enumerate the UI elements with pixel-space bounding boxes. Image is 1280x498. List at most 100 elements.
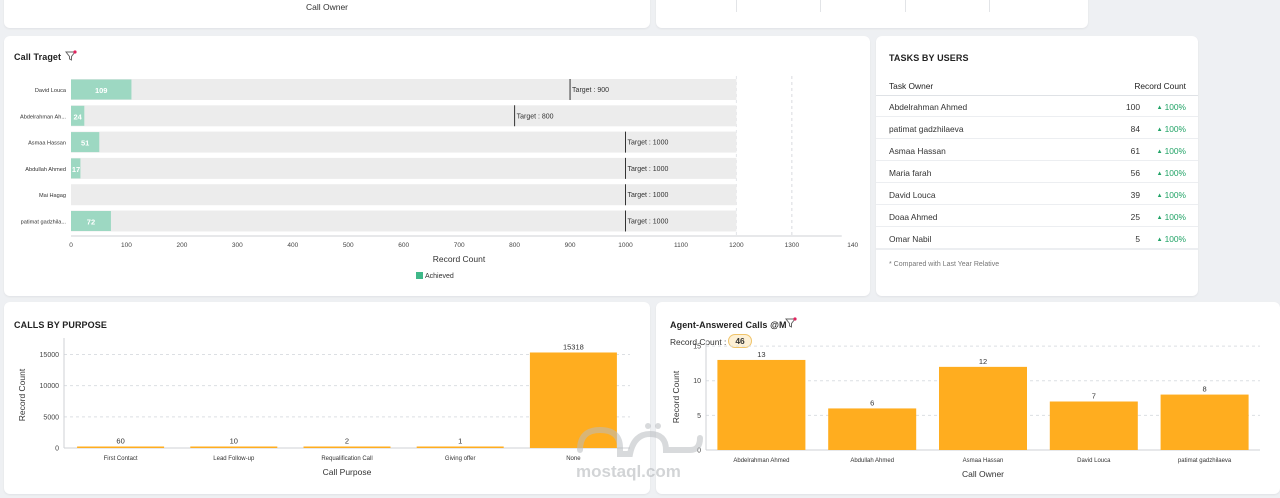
agent-answered-card: Agent-Answered Calls @M Record Count : 4… xyxy=(656,302,1280,494)
trend-up-icon: ▲ xyxy=(1156,171,1163,177)
row-percent-value: 100% xyxy=(1164,102,1186,112)
table-row[interactable]: Abdelrahman Ahmed 100 ▲ 100% xyxy=(876,95,1198,117)
bar-value-label: 17 xyxy=(72,165,80,174)
bar xyxy=(303,446,391,448)
row-count: 39 xyxy=(1130,190,1140,200)
bar-value-label: 60 xyxy=(116,437,124,446)
x-tick-label: 200 xyxy=(176,242,187,249)
x-tick-label: 100 xyxy=(121,242,132,249)
row-count: 5 xyxy=(1135,234,1140,244)
bar xyxy=(828,408,917,450)
row-count: 84 xyxy=(1130,124,1140,134)
target-label: Target : 800 xyxy=(517,113,554,120)
col-record-count[interactable]: Record Count xyxy=(1134,81,1186,91)
row-percent: ▲ 100% xyxy=(1157,102,1186,112)
row-count: 25 xyxy=(1130,212,1140,222)
y-tick-label: 0 xyxy=(55,446,59,453)
category-label: Lead Follow-up xyxy=(213,456,255,462)
tasks-by-users-card: TASKS BY USERS Task Owner Record Count A… xyxy=(876,36,1198,296)
bar-track xyxy=(71,184,737,206)
bar-value-label: 51 xyxy=(81,139,89,148)
category-label: First Contact xyxy=(104,456,138,462)
bar xyxy=(190,446,278,448)
row-owner: Omar Nabil xyxy=(889,234,932,244)
bar-value-label: 6 xyxy=(870,398,874,407)
table-row[interactable]: Omar Nabil 5 ▲ 100% xyxy=(876,227,1198,249)
category-label: patimat gadzhilaeva xyxy=(1178,458,1232,464)
col-task-owner[interactable]: Task Owner xyxy=(889,81,934,91)
row-percent-value: 100% xyxy=(1164,212,1186,222)
table-row[interactable]: David Louca 39 ▲ 100% xyxy=(876,183,1198,205)
category-label: Asmaa Hassan xyxy=(963,458,1004,464)
agent-answered-chart: 0 5 10 15 13 Abdelrahman Ahmed 6 Abdullah Ahmed… xyxy=(671,340,1260,479)
row-owner: David Louca xyxy=(889,190,936,200)
calls-by-purpose-chart: 0 5000 10000 15000 60 First Contact 10 Lead Fol… xyxy=(17,338,630,477)
bar xyxy=(939,366,1027,450)
x-tick-label: 0 xyxy=(69,242,73,249)
achieved-bar xyxy=(71,79,132,100)
row-percent: ▲ 100% xyxy=(1157,212,1186,222)
top-right-card xyxy=(656,0,1088,28)
grid-line xyxy=(820,0,821,12)
table-footnote: * Compared with Last Year Relative xyxy=(889,261,1000,268)
call-owner-axis-label: Call Owner xyxy=(305,2,349,12)
category-label: Abdelrahman Ah... xyxy=(20,114,66,120)
trend-up-icon: ▲ xyxy=(1156,149,1163,155)
category-label: Abdullah Ahmed xyxy=(25,167,66,173)
bar-track xyxy=(71,210,737,232)
legend-swatch xyxy=(416,272,423,279)
row-percent-value: 100% xyxy=(1164,168,1186,178)
row-percent-value: 100% xyxy=(1164,124,1186,134)
x-axis-title: Call Owner xyxy=(962,469,1004,479)
call-target-chart: 109 Target : 900 David Louca 24 Target : 800… xyxy=(20,76,859,280)
row-percent-value: 100% xyxy=(1164,234,1186,244)
bar xyxy=(717,359,806,450)
x-axis-title: Call Purpose xyxy=(323,467,372,477)
y-tick-label: 5000 xyxy=(43,414,59,421)
calls-by-purpose-card: CALLS BY PURPOSE 0 5000 10000 15000 60 First … xyxy=(4,302,650,494)
row-percent: ▲ 100% xyxy=(1157,124,1186,134)
y-axis-title: Record Count xyxy=(17,368,27,421)
bar-value-label: 10 xyxy=(230,437,238,446)
row-percent: ▲ 100% xyxy=(1157,146,1186,156)
category-label: patimat gadzhila... xyxy=(21,220,67,226)
row-count: 56 xyxy=(1130,168,1140,178)
category-label: None xyxy=(566,456,581,462)
y-tick-label: 5 xyxy=(697,413,701,420)
legend-label: Achieved xyxy=(425,273,454,280)
filter-icon[interactable] xyxy=(65,50,77,62)
y-tick-label: 10 xyxy=(693,378,701,385)
achieved-bar xyxy=(71,211,111,231)
target-label: Target : 1000 xyxy=(628,166,669,173)
bar-value-label: 2 xyxy=(345,437,349,446)
x-tick-label: 300 xyxy=(232,242,243,249)
bar-value-label: 109 xyxy=(95,86,108,95)
achieved-bar xyxy=(71,158,81,179)
table-row[interactable]: Maria farah 56 ▲ 100% xyxy=(876,161,1198,183)
achieved-bar xyxy=(71,132,100,153)
row-count: 100 xyxy=(1126,102,1140,112)
x-tick-label: 900 xyxy=(565,242,576,249)
table-row[interactable]: Doaa Ahmed 25 ▲ 100% xyxy=(876,205,1198,227)
trend-up-icon: ▲ xyxy=(1156,193,1163,199)
row-owner: Abdelrahman Ahmed xyxy=(889,102,968,112)
table-partial-row xyxy=(876,249,1198,257)
category-label: David Louca xyxy=(35,88,67,94)
calls-by-purpose-title: CALLS BY PURPOSE xyxy=(14,320,107,330)
row-percent: ▲ 100% xyxy=(1157,168,1186,178)
table-row[interactable]: patimat gadzhilaeva 84 ▲ 100% xyxy=(876,117,1198,139)
table-body: Abdelrahman Ahmed 100 ▲ 100% patimat gadzhil… xyxy=(876,95,1198,255)
watermark: mostaql.com xyxy=(566,420,716,490)
watermark-logo xyxy=(577,423,703,457)
grid-line xyxy=(905,0,906,12)
target-label: Target : 1000 xyxy=(628,192,669,199)
category-label: Requalification Call xyxy=(321,456,372,462)
y-tick-label: 10000 xyxy=(40,383,60,390)
filter-icon[interactable] xyxy=(785,317,797,329)
table-row[interactable]: Asmaa Hassan 61 ▲ 100% xyxy=(876,139,1198,161)
bar-track xyxy=(71,157,737,179)
category-label: Abdullah Ahmed xyxy=(850,458,894,464)
x-tick-label: 140 xyxy=(847,242,858,249)
record-count-badge: 46 xyxy=(728,334,752,348)
category-label: Giving offer xyxy=(445,456,476,462)
